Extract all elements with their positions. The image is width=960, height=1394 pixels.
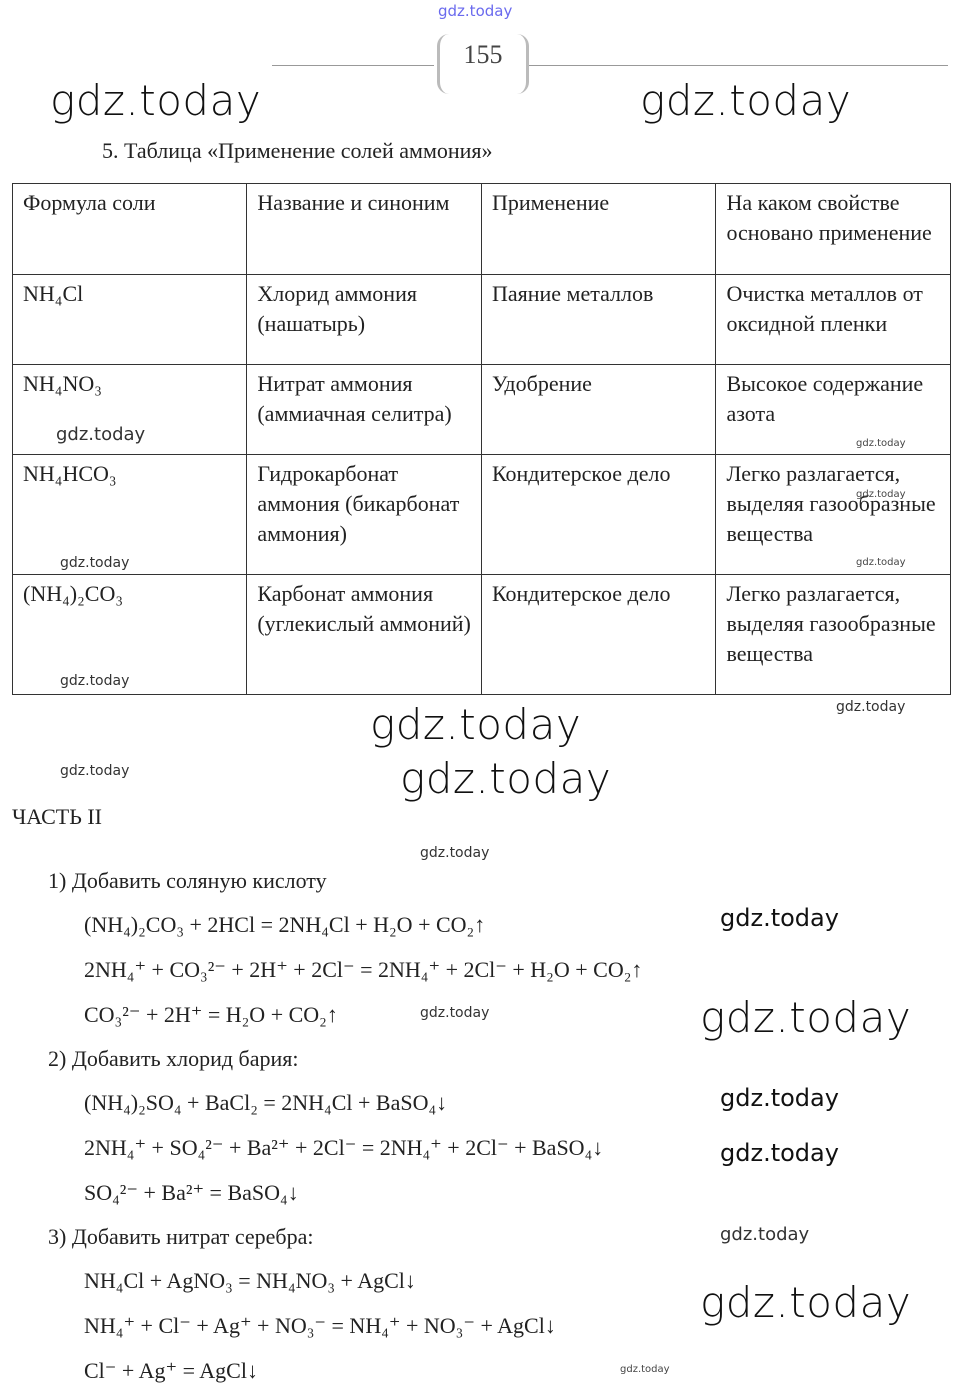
header-cell: На каком свойстве основано применение bbox=[715, 183, 951, 275]
table-cell: Гидрокарбонат аммония (бикарбонат аммони… bbox=[246, 454, 482, 575]
watermark: gdz.today bbox=[700, 993, 912, 1042]
section-title: ЧАСТЬ II bbox=[12, 804, 102, 829]
watermark: gdz.today bbox=[370, 700, 582, 749]
equation: (NH₄)₂SO₄ + BaCl₂ = 2NH₄Cl + BaSO₄↓ bbox=[84, 1090, 448, 1115]
table-header-row: Формула соли Название и синоним Применен… bbox=[11, 183, 951, 275]
table-row: NH₄HCO₃ Гидрокарбонат аммония (бикарбона… bbox=[11, 454, 951, 575]
page-number-frame bbox=[437, 34, 529, 94]
watermark: gdz.today bbox=[420, 845, 490, 861]
step-label: 3) Добавить нитрат серебра: bbox=[48, 1224, 314, 1249]
table-cell: Высокое содержание азота bbox=[715, 364, 951, 455]
table-cell: Удобрение bbox=[480, 364, 717, 455]
equation: SO₄²⁻ + Ba²⁺ = BaSO₄↓ bbox=[84, 1180, 299, 1205]
watermark: gdz.today bbox=[50, 76, 262, 125]
table-cell: Карбонат аммония (углекислый аммоний) bbox=[246, 574, 482, 695]
table-caption: 5. Таблица «Применение солей аммония» bbox=[102, 138, 493, 163]
page-number: 155 bbox=[463, 40, 503, 69]
watermark: gdz.today bbox=[620, 1364, 670, 1375]
table-cell: NH₄NO₃ bbox=[11, 364, 248, 455]
watermark: gdz.today bbox=[400, 754, 612, 803]
watermark: gdz.today bbox=[720, 1224, 810, 1245]
table-cell: Нитрат аммония (аммиачная селитра) bbox=[246, 364, 482, 455]
table-cell: NH₄Cl bbox=[11, 274, 248, 365]
table-cell: (NH₄)₂CO₃ bbox=[11, 574, 248, 695]
watermark: gdz.today bbox=[720, 1084, 839, 1112]
watermark: gdz.today bbox=[60, 763, 130, 779]
equation: (NH₄)₂CO₃ + 2HCl = 2NH₄Cl + H₂O + CO₂↑ bbox=[84, 912, 486, 937]
header-cell: Название и синоним bbox=[246, 183, 482, 275]
table-row: NH₄NO₃ Нитрат аммония (аммиачная селитра… bbox=[11, 364, 951, 455]
header-rule-right bbox=[526, 65, 948, 66]
watermark: gdz.today bbox=[420, 1005, 490, 1021]
watermark: gdz.today bbox=[640, 76, 852, 125]
equation: 2NH₄⁺ + SO₄²⁻ + Ba²⁺ + 2Cl⁻ = 2NH₄⁺ + 2C… bbox=[84, 1135, 604, 1160]
equation: Cl⁻ + Ag⁺ = AgCl↓ bbox=[84, 1358, 258, 1383]
header-cell: Формула соли bbox=[11, 183, 248, 275]
watermark: gdz.today bbox=[836, 699, 906, 715]
table-cell: Паяние металлов bbox=[480, 274, 717, 365]
equation: 2NH₄⁺ + CO₃²⁻ + 2H⁺ + 2Cl⁻ = 2NH₄⁺ + 2Cl… bbox=[84, 957, 643, 982]
equation: NH₄Cl + AgNO₃ = NH₄NO₃ + AgCl↓ bbox=[84, 1268, 416, 1293]
header-cell: Применение bbox=[480, 183, 717, 275]
equation: NH₄⁺ + Cl⁻ + Ag⁺ + NO₃⁻ = NH₄⁺ + NO₃⁻ + … bbox=[84, 1313, 556, 1338]
watermark: gdz.today bbox=[720, 1139, 839, 1167]
table-cell: Кондитерское дело bbox=[480, 574, 717, 695]
header-rule-left bbox=[272, 65, 434, 66]
table-cell: Легко разлагается, выделяя газообразные … bbox=[715, 454, 951, 575]
table-cell: Хлорид аммония (нашатырь) bbox=[246, 274, 482, 365]
watermark: gdz.today bbox=[700, 1278, 912, 1327]
watermark: gdz.today bbox=[720, 904, 839, 932]
table-cell: Легко разлагается, выделяя газообразные … bbox=[715, 574, 951, 695]
equation: CO₃²⁻ + 2H⁺ = H₂O + CO₂↑ bbox=[84, 1002, 338, 1027]
step-label: 2) Добавить хлорид бария: bbox=[48, 1046, 299, 1071]
table-row: (NH₄)₂CO₃ Карбонат аммония (углекислый а… bbox=[11, 574, 951, 695]
table-cell: Очистка металлов от оксидной пленки bbox=[715, 274, 951, 365]
table-cell: Кондитерское дело bbox=[480, 454, 717, 575]
step-label: 1) Добавить соляную кислоту bbox=[48, 868, 327, 893]
watermark-top: gdz.today bbox=[438, 2, 513, 20]
ammonium-salts-table: Формула соли Название и синоним Применен… bbox=[11, 183, 951, 695]
table-row: NH₄Cl Хлорид аммония (нашатырь) Паяние м… bbox=[11, 274, 951, 365]
table-cell: NH₄HCO₃ bbox=[11, 454, 248, 575]
